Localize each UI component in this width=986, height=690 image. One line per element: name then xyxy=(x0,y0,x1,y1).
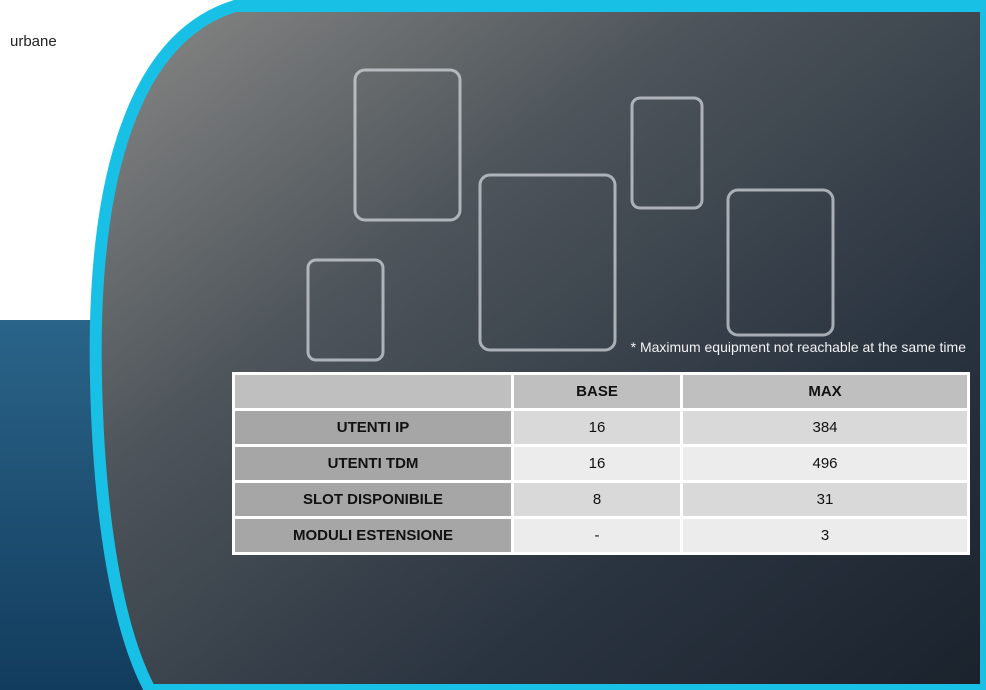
table-cell: 8 xyxy=(511,480,683,519)
table-cell: MAX xyxy=(680,372,970,411)
table-cell: SLOT DISPONIBILE xyxy=(232,480,514,519)
table-row: UTENTI TDM 16 496 xyxy=(232,444,970,483)
caption: urbane xyxy=(10,33,57,50)
table-cell: UTENTI IP xyxy=(232,408,514,447)
table-row: MODULI ESTENSIONE -3 xyxy=(232,516,970,555)
table-cell: 16 xyxy=(511,444,683,483)
table-cell: UTENTI TDM xyxy=(232,444,514,483)
table-cell: BASE xyxy=(511,372,683,411)
table-cell: - xyxy=(511,516,683,555)
table-cell: 3 xyxy=(680,516,970,555)
icons xyxy=(306,68,835,362)
table-cell: 31 xyxy=(680,480,970,519)
table-cell: 16 xyxy=(511,408,683,447)
empty-cell xyxy=(232,372,514,411)
spec-table: BASE MAX UTENTI IP 16 384 UTENTI TDM 16 496 SLOT… xyxy=(232,372,970,555)
table-cell: 384 xyxy=(680,408,970,447)
table-row: UTENTI IP 16 384 xyxy=(232,408,970,447)
table-cell: MODULI ESTENSIONE xyxy=(232,516,514,555)
table-cell: 496 xyxy=(680,444,970,483)
note: * Maximum equipment not reachable at the… xyxy=(630,339,966,355)
table-row: SLOT DISPONIBILE 8 31 xyxy=(232,480,970,519)
header-row: BASE MAX xyxy=(232,372,970,411)
